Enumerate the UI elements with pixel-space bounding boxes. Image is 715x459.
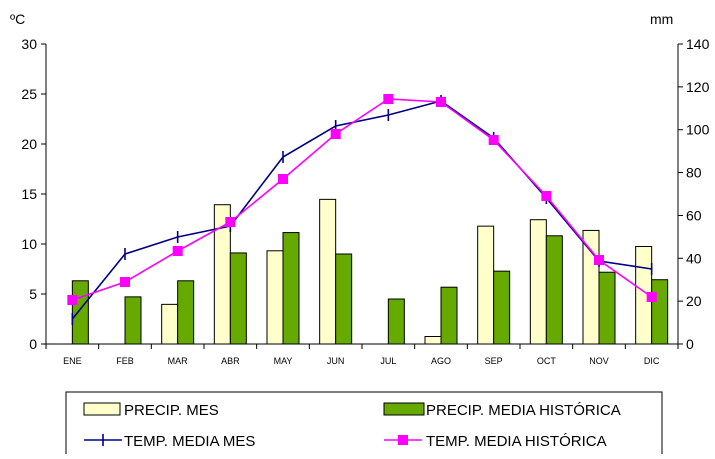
x-tick-label: FEB xyxy=(116,356,134,366)
bar-precip-mes xyxy=(582,229,600,345)
legend-label-precip-historica: PRECIP. MEDIA HISTÓRICA xyxy=(426,402,621,419)
x-tick-label: ABR xyxy=(221,356,240,366)
legend-swatch-precip-historica xyxy=(383,402,425,416)
right-tick-label: 80 xyxy=(686,165,702,181)
point-temp-historica xyxy=(330,129,341,139)
right-tick-label: 60 xyxy=(686,207,702,223)
left-tick-label: 10 xyxy=(21,236,37,252)
x-tick-label: ENE xyxy=(63,356,82,366)
x-tick-label: JUN xyxy=(327,356,345,366)
point-temp-historica xyxy=(278,174,288,184)
x-tick-label: AGO xyxy=(431,356,451,366)
bar-precip-historica xyxy=(598,271,616,345)
legend-box xyxy=(65,391,663,459)
point-temp-historica xyxy=(594,255,604,265)
bar-precip-historica xyxy=(440,286,458,345)
point-temp-historica xyxy=(646,292,657,302)
bar-precip-mes xyxy=(161,303,179,345)
left-tick-label: 25 xyxy=(21,86,37,102)
legend-label-precip-mes: PRECIP. MES xyxy=(124,402,219,419)
line-temp-mes xyxy=(71,100,652,320)
point-temp-historica xyxy=(67,295,78,305)
bar-precip-mes xyxy=(477,225,495,345)
legend-swatch-precip-mes xyxy=(83,402,121,416)
legend-label-temp-mes: TEMP. MEDIA MES xyxy=(124,433,255,450)
x-tick-label: DIC xyxy=(644,356,660,366)
point-temp-historica xyxy=(436,97,446,107)
point-temp-historica xyxy=(225,217,236,227)
right-tick-label: 40 xyxy=(686,250,702,266)
legend-marker-temp-historica xyxy=(398,435,408,445)
left-tick-label: 20 xyxy=(21,136,37,152)
bar-precip-mes xyxy=(319,198,337,345)
bar-precip-mes xyxy=(529,219,547,345)
line-temp-historica xyxy=(72,98,653,301)
bar-precip-historica xyxy=(282,232,300,345)
x-tick-label: OCT xyxy=(537,356,557,366)
left-tick-label: 5 xyxy=(29,286,37,302)
legend-label-temp-historica: TEMP. MEDIA HISTÓRICA xyxy=(426,433,607,450)
left-tick-label: 30 xyxy=(21,36,37,52)
right-axis-unit: mm xyxy=(650,11,673,27)
point-temp-historica xyxy=(383,94,394,104)
bar-precip-mes xyxy=(424,336,442,345)
bar-precip-historica xyxy=(229,252,247,345)
point-temp-historica xyxy=(172,246,183,256)
x-tick-label: MAR xyxy=(168,356,189,366)
bar-precip-historica xyxy=(387,298,405,345)
right-tick-label: 100 xyxy=(686,122,710,138)
x-tick-label: JUL xyxy=(380,356,396,366)
bar-precip-historica xyxy=(493,270,511,345)
point-temp-historica xyxy=(541,191,552,201)
x-tick-label: SEP xyxy=(485,356,503,366)
right-tick-label: 120 xyxy=(686,79,710,95)
bar-precip-historica xyxy=(545,235,563,345)
left-tick-label: 15 xyxy=(21,186,37,202)
point-temp-historica xyxy=(488,135,499,145)
x-tick-label: MAY xyxy=(274,356,293,366)
bar-precip-historica xyxy=(71,280,89,345)
bar-precip-historica xyxy=(124,296,142,345)
x-tick-label: NOV xyxy=(589,356,609,366)
right-tick-label: 20 xyxy=(686,293,702,309)
left-axis-unit: ºC xyxy=(10,11,25,27)
right-tick-label: 140 xyxy=(686,36,710,52)
bar-precip-historica xyxy=(177,280,195,345)
legend: PRECIP. MES PRECIP. MEDIA HISTÓRICA TEMP. … xyxy=(65,391,663,459)
right-tick-label: 0 xyxy=(686,336,694,352)
bar-precip-historica xyxy=(651,279,669,345)
point-temp-historica xyxy=(120,277,130,287)
left-tick-label: 0 xyxy=(29,336,37,352)
bar-precip-historica xyxy=(335,253,353,345)
bar-precip-mes xyxy=(266,250,284,345)
